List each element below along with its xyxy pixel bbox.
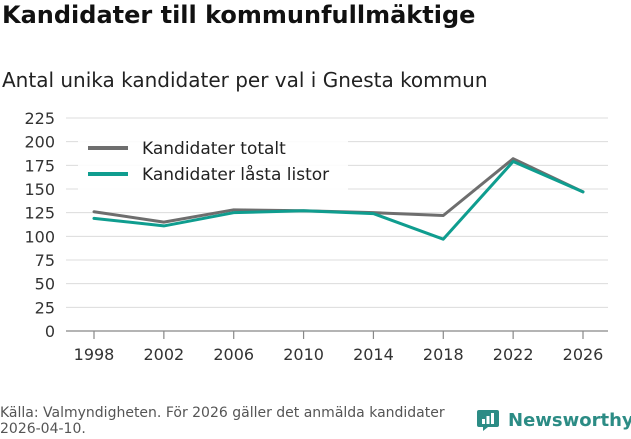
y-tick-label: 0 [45, 322, 55, 341]
y-tick-label: 75 [35, 251, 55, 270]
y-tick-label: 175 [24, 156, 55, 175]
series-line-lasta-listor [92, 160, 585, 241]
legend-label: Kandidater låsta listor [142, 164, 329, 185]
x-tick-label: 2010 [283, 345, 324, 364]
brand-name: Newsworthy [508, 409, 631, 431]
y-tick-label: 225 [24, 109, 55, 128]
x-tick-label: 2026 [563, 345, 604, 364]
legend-background [78, 130, 348, 190]
x-tick-label: 2002 [143, 345, 184, 364]
x-axis: 1998 2002 2006 2010 2014 2018 2022 2026 [74, 331, 604, 364]
series-lines [92, 157, 585, 241]
y-tick-label: 100 [24, 227, 55, 246]
y-tick-label: 200 [24, 133, 55, 152]
y-tick-label: 25 [35, 298, 55, 317]
x-tick-label: 2022 [493, 345, 534, 364]
x-tick-label: 2018 [423, 345, 464, 364]
y-tick-label: 150 [24, 180, 55, 199]
brand-logo: Newsworthy [476, 408, 631, 432]
newsworthy-logo-icon [477, 410, 499, 431]
y-tick-label: 50 [35, 275, 55, 294]
chart-subtitle: Antal unika kandidater per val i Gnesta … [2, 68, 488, 92]
x-tick-label: 1998 [74, 345, 115, 364]
y-axis-ticks: 0 25 50 75 100 125 150 175 200 225 [24, 109, 55, 341]
source-note: Källa: Valmyndigheten. För 2026 gäller d… [0, 405, 445, 437]
x-tick-label: 2006 [213, 345, 254, 364]
x-tick-label: 2014 [353, 345, 394, 364]
y-tick-label: 125 [24, 204, 55, 223]
line-chart: 0 25 50 75 100 125 150 175 200 225 1998 2002 2006 20… [24, 109, 608, 364]
legend: Kandidater totalt Kandidater låsta listor [78, 130, 348, 190]
legend-label: Kandidater totalt [142, 139, 286, 159]
chart-title: Kandidater till kommunfullmäktige [2, 1, 476, 29]
